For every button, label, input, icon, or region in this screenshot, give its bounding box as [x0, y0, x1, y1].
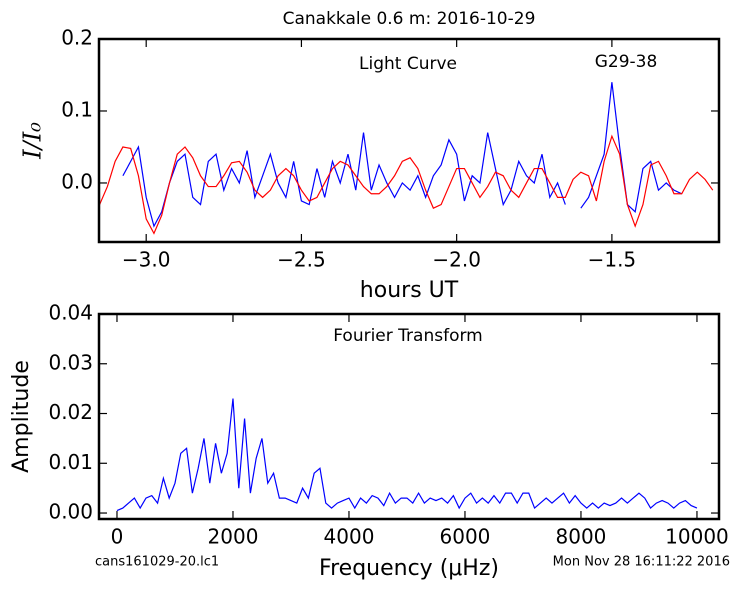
y-tick-label: 0.1	[61, 97, 93, 121]
x-tick-label: 4000	[324, 525, 375, 549]
annotation: Light Curve	[359, 54, 457, 74]
x-tick-label: 0	[111, 525, 124, 549]
y-tick-label: 0.2	[61, 26, 93, 50]
chart-title: Canakkale 0.6 m: 2016-10-29	[283, 9, 536, 29]
plot-frame	[97, 312, 721, 521]
y-axis-label: I/I₀	[19, 122, 47, 160]
annotation: G29-38	[595, 52, 658, 72]
y-tick-label: 0.04	[48, 301, 93, 325]
x-tick-label: −2.0	[432, 248, 481, 272]
x-axis-label: hours UT	[360, 278, 459, 303]
x-tick-label: 6000	[440, 525, 491, 549]
x-tick-label: 2000	[208, 525, 259, 549]
y-tick-label: 0.01	[48, 450, 93, 474]
data-line	[99, 134, 714, 235]
data-line	[122, 82, 682, 228]
y-axis-label: Amplitude	[9, 360, 34, 473]
footer-date: Mon Nov 28 16:11:22 2016	[553, 555, 730, 570]
y-tick-label: 0.02	[48, 400, 93, 424]
data-line	[116, 398, 698, 512]
x-tick-label: −2.5	[277, 248, 326, 272]
y-tick-label: 0.0	[61, 169, 93, 193]
y-tick-label: 0.03	[48, 350, 93, 374]
x-tick-label: −3.0	[122, 248, 171, 272]
annotation: Fourier Transform	[333, 326, 482, 346]
x-axis-label: Frequency (μHz)	[319, 556, 499, 581]
x-tick-label: 8000	[556, 525, 607, 549]
y-tick-label: 0.00	[48, 500, 93, 524]
x-tick-label: 10000	[665, 525, 729, 549]
x-tick-label: −1.5	[588, 248, 637, 272]
footer-file: cans161029-20.lc1	[95, 555, 219, 570]
plot-frame	[97, 37, 721, 244]
